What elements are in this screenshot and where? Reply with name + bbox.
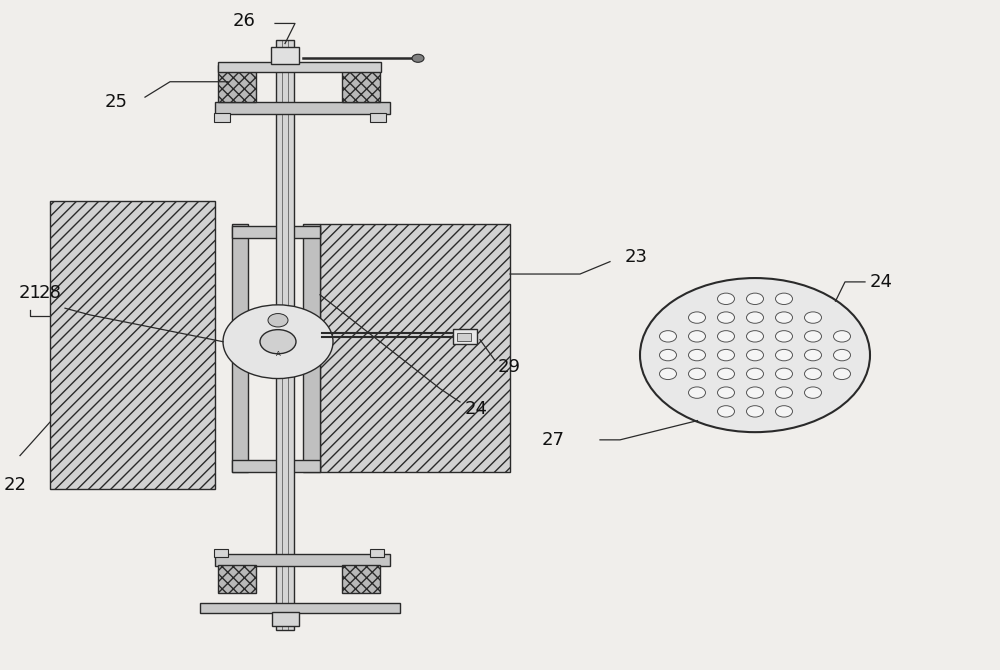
Circle shape [260, 330, 296, 354]
Bar [232, 224, 248, 472]
Bar [320, 224, 510, 472]
Circle shape [718, 312, 734, 324]
Text: 24: 24 [870, 273, 893, 291]
Circle shape [804, 330, 822, 342]
Circle shape [718, 369, 734, 380]
Circle shape [834, 330, 850, 342]
Text: A: A [276, 351, 280, 356]
Bar [232, 460, 320, 472]
Circle shape [688, 330, 706, 342]
Bar [453, 329, 477, 344]
Bar [342, 565, 380, 593]
Circle shape [746, 330, 764, 342]
Circle shape [412, 54, 424, 62]
Text: 21: 21 [19, 284, 41, 302]
Bar [272, 612, 299, 626]
Circle shape [640, 278, 870, 432]
Circle shape [688, 350, 706, 361]
Bar [218, 565, 256, 593]
Circle shape [660, 350, 676, 361]
Bar [303, 224, 320, 472]
Circle shape [746, 293, 764, 305]
Text: 22: 22 [4, 476, 26, 494]
Circle shape [660, 369, 676, 380]
Bar [342, 65, 380, 102]
Bar [214, 113, 230, 122]
Circle shape [718, 350, 734, 361]
Circle shape [804, 387, 822, 398]
Circle shape [776, 369, 792, 380]
Circle shape [804, 350, 822, 361]
Circle shape [804, 369, 822, 380]
Bar [218, 62, 381, 72]
Bar [50, 201, 215, 489]
Bar [370, 113, 386, 122]
Circle shape [268, 314, 288, 327]
Text: 29: 29 [498, 358, 521, 376]
Circle shape [776, 387, 792, 398]
Circle shape [688, 387, 706, 398]
Circle shape [688, 312, 706, 324]
Circle shape [834, 350, 850, 361]
Circle shape [776, 312, 792, 324]
Text: 28: 28 [39, 283, 61, 302]
Circle shape [776, 406, 792, 417]
Circle shape [834, 369, 850, 380]
Bar [276, 40, 294, 630]
Circle shape [660, 330, 676, 342]
Circle shape [776, 293, 792, 305]
Text: 24: 24 [465, 400, 488, 417]
Bar [215, 554, 390, 566]
Bar [232, 226, 320, 238]
Circle shape [718, 406, 734, 417]
Bar [218, 65, 256, 102]
Bar [214, 549, 228, 557]
Circle shape [688, 369, 706, 380]
Text: 26: 26 [232, 13, 255, 30]
Circle shape [776, 330, 792, 342]
Bar [215, 102, 390, 114]
Circle shape [804, 312, 822, 324]
Bar [200, 603, 400, 613]
Text: 27: 27 [542, 431, 565, 449]
Circle shape [746, 406, 764, 417]
Text: 25: 25 [105, 93, 128, 111]
Circle shape [746, 312, 764, 324]
Circle shape [718, 330, 734, 342]
Bar [271, 47, 299, 64]
Bar [370, 549, 384, 557]
Circle shape [746, 350, 764, 361]
Circle shape [718, 293, 734, 305]
Circle shape [746, 387, 764, 398]
Circle shape [223, 305, 333, 379]
Circle shape [746, 369, 764, 380]
Text: 23: 23 [625, 248, 648, 266]
Circle shape [776, 350, 792, 361]
Circle shape [718, 387, 734, 398]
Bar [457, 333, 471, 341]
